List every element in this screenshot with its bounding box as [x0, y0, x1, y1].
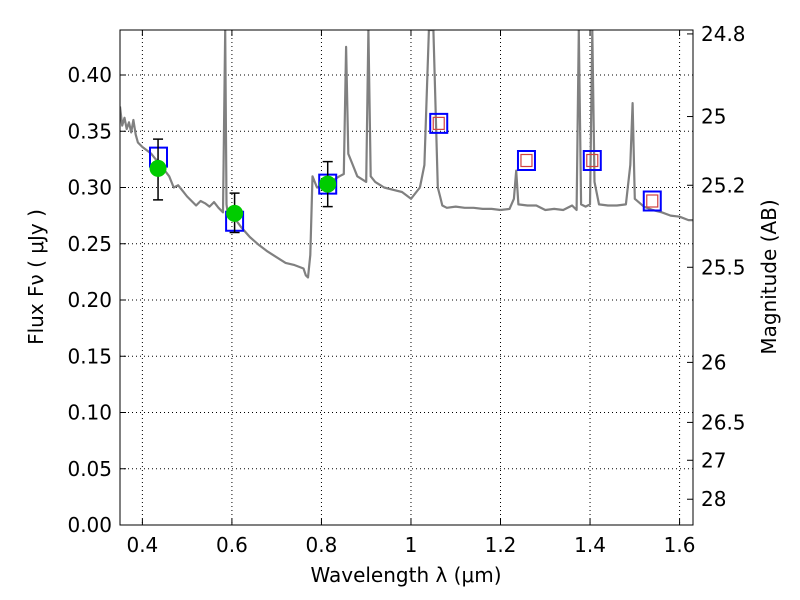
model-square-marker: [582, 150, 602, 171]
magnitude-tick-label: 24.8: [701, 22, 746, 46]
x-axis: 0.4 0.6 0.8 1 1.2 1.4 1.6: [126, 30, 695, 557]
x-tick-label: 0.8: [306, 533, 338, 557]
x-axis-label: Wavelength λ (μm): [310, 563, 501, 587]
plot-frame: [119, 29, 694, 526]
model-inner-square-marker: [586, 153, 599, 168]
model-square-marker: [516, 150, 536, 171]
y-tick-label: 0.40: [67, 63, 112, 87]
magnitude-tick-label: 26: [701, 350, 726, 374]
y-tick-label: 0.10: [67, 401, 112, 425]
model-inner-square-marker: [646, 194, 659, 208]
magnitude-tick-label: 25.2: [701, 173, 746, 197]
spectrum-line: [120, 30, 693, 279]
x-tick-label: 0.6: [216, 533, 248, 557]
grid: [120, 30, 693, 526]
y-tick-label: 0.30: [67, 176, 112, 200]
x-tick-label: 0.4: [126, 533, 158, 557]
x-tick-label: 1: [405, 533, 418, 557]
magnitude-axis: 24.8 25 25.2 25.5 26 26.5 27 28: [687, 22, 746, 511]
model-square-marker: [429, 112, 449, 134]
y-tick-label: 0.35: [67, 119, 112, 143]
y-tick-label: 0.05: [67, 457, 112, 481]
magnitude-tick-label: 28: [701, 487, 726, 511]
x-tick-label: 1.6: [664, 533, 696, 557]
plot-background: [120, 30, 693, 525]
model-square-marker: [642, 190, 662, 212]
magnitude-tick-label: 25: [701, 105, 726, 129]
y-tick-label: 0.25: [67, 232, 112, 256]
model-inner-square-marker: [432, 116, 445, 130]
y-tick-label: 0.20: [67, 288, 112, 312]
observed-point: [149, 159, 167, 177]
y-tick-label: 0.00: [67, 513, 112, 537]
magnitude-tick-label: 26.5: [701, 410, 746, 434]
x-tick-label: 1.4: [574, 533, 606, 557]
model-inner-square-marker: [520, 153, 533, 168]
y-axis-label: Flux Fν ( μJy ): [24, 209, 48, 345]
magnitude-tick-label: 25.5: [701, 255, 746, 279]
observed-point: [226, 204, 244, 222]
magnitude-axis-label: Magnitude (AB): [757, 199, 781, 354]
y-tick-label: 0.15: [67, 344, 112, 368]
spectrum-layer: [120, 30, 693, 279]
x-tick-label: 1.2: [485, 533, 517, 557]
y-axis: 0.00 0.05 0.10 0.15 0.20 0.25 0.30 0.35 0.40: [67, 63, 126, 537]
magnitude-tick-label: 27: [701, 448, 726, 472]
markers-layer: [148, 112, 662, 234]
observed-point: [319, 175, 337, 193]
